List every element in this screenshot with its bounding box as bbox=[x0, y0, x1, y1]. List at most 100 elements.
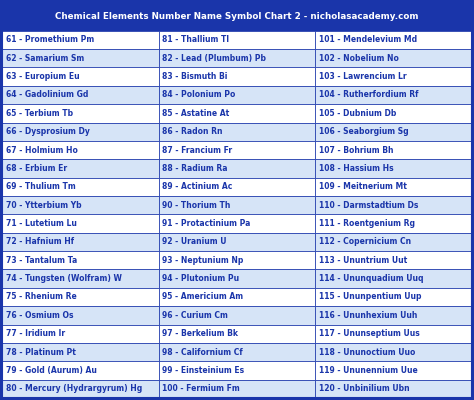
Bar bbox=[2, 86, 159, 104]
Text: 98 - Californium Cf: 98 - Californium Cf bbox=[163, 348, 243, 356]
Bar bbox=[2, 343, 159, 361]
Bar bbox=[159, 380, 315, 398]
Bar bbox=[2, 288, 159, 306]
Bar bbox=[315, 380, 472, 398]
Bar bbox=[159, 214, 315, 233]
Bar bbox=[159, 233, 315, 251]
Bar bbox=[315, 288, 472, 306]
Text: 95 - Americium Am: 95 - Americium Am bbox=[163, 292, 244, 302]
Bar bbox=[315, 324, 472, 343]
Bar bbox=[315, 251, 472, 270]
Text: 74 - Tungsten (Wolfram) W: 74 - Tungsten (Wolfram) W bbox=[6, 274, 122, 283]
Bar bbox=[2, 68, 159, 86]
Text: 77 - Iridium Ir: 77 - Iridium Ir bbox=[6, 329, 65, 338]
Bar bbox=[159, 68, 315, 86]
Text: 80 - Mercury (Hydrargyrum) Hg: 80 - Mercury (Hydrargyrum) Hg bbox=[6, 384, 142, 393]
Bar bbox=[159, 122, 315, 141]
Text: 62 - Samarium Sm: 62 - Samarium Sm bbox=[6, 54, 84, 63]
Bar bbox=[159, 49, 315, 68]
Text: Chemical Elements Number Name Symbol Chart 2 - nicholasacademy.com: Chemical Elements Number Name Symbol Cha… bbox=[55, 12, 419, 21]
Text: 101 - Mendelevium Md: 101 - Mendelevium Md bbox=[319, 35, 417, 44]
Text: 64 - Gadolinium Gd: 64 - Gadolinium Gd bbox=[6, 90, 88, 100]
Text: 94 - Plutonium Pu: 94 - Plutonium Pu bbox=[163, 274, 239, 283]
Bar bbox=[2, 324, 159, 343]
Bar bbox=[315, 86, 472, 104]
Text: 81 - Thallium Tl: 81 - Thallium Tl bbox=[163, 35, 229, 44]
Text: 105 - Dubnium Db: 105 - Dubnium Db bbox=[319, 109, 396, 118]
Text: 92 - Uranium U: 92 - Uranium U bbox=[163, 238, 227, 246]
Text: 116 - Ununhexium Uuh: 116 - Ununhexium Uuh bbox=[319, 311, 418, 320]
Bar bbox=[315, 361, 472, 380]
Text: 100 - Fermium Fm: 100 - Fermium Fm bbox=[163, 384, 240, 393]
Text: 112 - Copernicium Cn: 112 - Copernicium Cn bbox=[319, 238, 411, 246]
Bar bbox=[159, 343, 315, 361]
Bar bbox=[2, 251, 159, 270]
Text: 90 - Thorium Th: 90 - Thorium Th bbox=[163, 201, 231, 210]
Text: 114 - Ununquadium Uuq: 114 - Ununquadium Uuq bbox=[319, 274, 424, 283]
Text: 99 - Einsteinium Es: 99 - Einsteinium Es bbox=[163, 366, 245, 375]
Bar bbox=[159, 141, 315, 159]
Text: 109 - Meitnerium Mt: 109 - Meitnerium Mt bbox=[319, 182, 407, 191]
Bar bbox=[315, 159, 472, 178]
Bar bbox=[315, 49, 472, 68]
Text: 110 - Darmstadtium Ds: 110 - Darmstadtium Ds bbox=[319, 201, 419, 210]
Text: 78 - Platinum Pt: 78 - Platinum Pt bbox=[6, 348, 76, 356]
Text: 71 - Lutetium Lu: 71 - Lutetium Lu bbox=[6, 219, 77, 228]
Text: 87 - Francium Fr: 87 - Francium Fr bbox=[163, 146, 233, 154]
Bar bbox=[159, 251, 315, 270]
Bar bbox=[315, 104, 472, 122]
Bar bbox=[315, 178, 472, 196]
Bar bbox=[2, 178, 159, 196]
Text: 70 - Ytterbium Yb: 70 - Ytterbium Yb bbox=[6, 201, 82, 210]
Bar bbox=[159, 31, 315, 49]
Text: 67 - Holmium Ho: 67 - Holmium Ho bbox=[6, 146, 78, 154]
Text: 91 - Protactinium Pa: 91 - Protactinium Pa bbox=[163, 219, 251, 228]
Text: 119 - Ununennium Uue: 119 - Ununennium Uue bbox=[319, 366, 418, 375]
Bar bbox=[2, 31, 159, 49]
Bar bbox=[2, 270, 159, 288]
Text: 113 - Ununtrium Uut: 113 - Ununtrium Uut bbox=[319, 256, 407, 265]
Text: 61 - Promethium Pm: 61 - Promethium Pm bbox=[6, 35, 94, 44]
Bar bbox=[315, 122, 472, 141]
Bar bbox=[2, 214, 159, 233]
Bar bbox=[159, 324, 315, 343]
Text: 88 - Radium Ra: 88 - Radium Ra bbox=[163, 164, 228, 173]
Bar bbox=[2, 122, 159, 141]
Bar bbox=[2, 233, 159, 251]
Text: 96 - Curium Cm: 96 - Curium Cm bbox=[163, 311, 228, 320]
Bar bbox=[2, 196, 159, 214]
Bar bbox=[315, 141, 472, 159]
Text: 107 - Bohrium Bh: 107 - Bohrium Bh bbox=[319, 146, 393, 154]
Text: 79 - Gold (Aurum) Au: 79 - Gold (Aurum) Au bbox=[6, 366, 97, 375]
Bar bbox=[2, 141, 159, 159]
Bar bbox=[315, 68, 472, 86]
Bar bbox=[315, 214, 472, 233]
Text: 86 - Radon Rn: 86 - Radon Rn bbox=[163, 127, 223, 136]
Bar bbox=[159, 196, 315, 214]
Bar bbox=[159, 86, 315, 104]
Text: 76 - Osmium Os: 76 - Osmium Os bbox=[6, 311, 73, 320]
Text: 89 - Actinium Ac: 89 - Actinium Ac bbox=[163, 182, 233, 191]
Bar bbox=[2, 49, 159, 68]
Bar bbox=[2, 104, 159, 122]
Text: 65 - Terbium Tb: 65 - Terbium Tb bbox=[6, 109, 73, 118]
Bar bbox=[315, 270, 472, 288]
Text: 117 - Ununseptium Uus: 117 - Ununseptium Uus bbox=[319, 329, 420, 338]
Text: 93 - Neptunium Np: 93 - Neptunium Np bbox=[163, 256, 244, 265]
Bar bbox=[159, 159, 315, 178]
Text: 118 - Ununoctium Uuo: 118 - Ununoctium Uuo bbox=[319, 348, 416, 356]
Bar bbox=[159, 270, 315, 288]
Bar bbox=[2, 2, 472, 31]
Text: 68 - Erbium Er: 68 - Erbium Er bbox=[6, 164, 67, 173]
Text: 63 - Europium Eu: 63 - Europium Eu bbox=[6, 72, 79, 81]
Bar bbox=[315, 343, 472, 361]
Text: 75 - Rhenium Re: 75 - Rhenium Re bbox=[6, 292, 76, 302]
Text: 66 - Dysprosium Dy: 66 - Dysprosium Dy bbox=[6, 127, 90, 136]
Text: 83 - Bismuth Bi: 83 - Bismuth Bi bbox=[163, 72, 228, 81]
Text: 85 - Astatine At: 85 - Astatine At bbox=[163, 109, 230, 118]
Text: 84 - Polonium Po: 84 - Polonium Po bbox=[163, 90, 236, 100]
Bar bbox=[159, 288, 315, 306]
Text: 102 - Nobelium No: 102 - Nobelium No bbox=[319, 54, 399, 63]
Bar bbox=[2, 306, 159, 324]
Bar bbox=[2, 361, 159, 380]
